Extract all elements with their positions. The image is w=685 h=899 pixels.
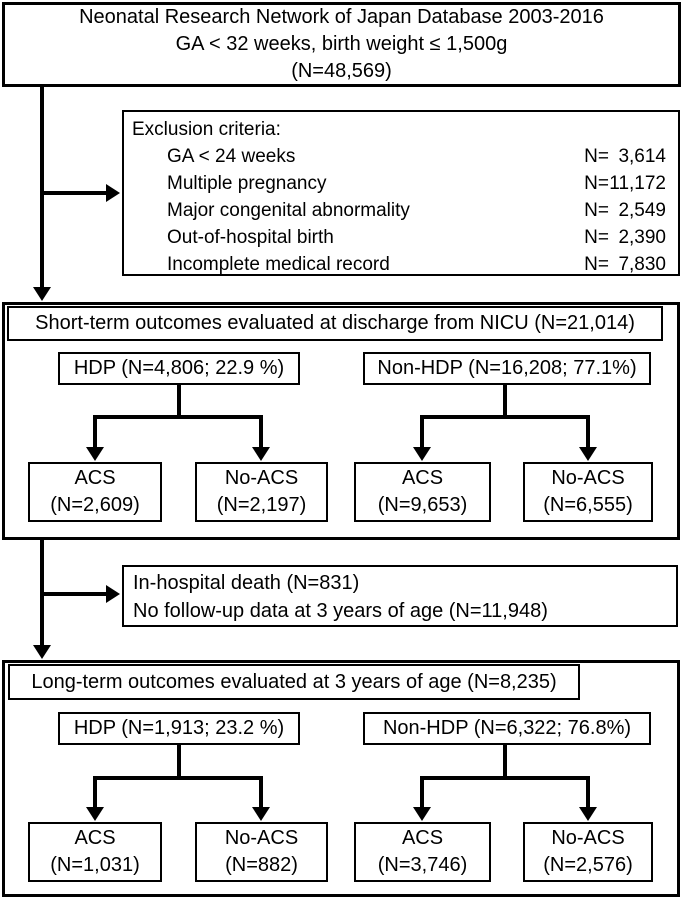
exclusion-count: N= 2,390	[584, 224, 666, 251]
leaf-label: ACS	[401, 467, 444, 489]
attrition-line1: In-hospital death (N=831)	[133, 572, 360, 594]
lt-nonhdp-acs-arrowhead	[413, 807, 431, 821]
n-value: 2,549	[618, 200, 666, 221]
leaf-count: (N=2,609)	[50, 494, 140, 516]
leaf-count: (N=882)	[225, 854, 298, 876]
long-term-section-container	[2, 660, 680, 897]
source-population-line2: GA < 32 weeks, birth weight ≤ 1,500g	[175, 33, 508, 55]
n-prefix: N=	[584, 254, 609, 275]
exclusion-header: Exclusion criteria:	[132, 119, 281, 140]
source-population-box: Neonatal Research Network of Japan Datab…	[2, 2, 681, 87]
n-prefix: N=	[584, 227, 609, 248]
st-hdp-noacs-arrowhead	[252, 447, 270, 461]
leaf-label: ACS	[74, 827, 116, 849]
short-term-hdp-noacs-box: No-ACS (N=2,197)	[195, 462, 328, 522]
exclusion-row-out-of-hospital: Out-of-hospital birth N= 2,390	[132, 224, 666, 251]
attrition-box: In-hospital death (N=831) No follow-up d…	[122, 565, 678, 627]
lt-nonhdp-noacs-arrowhead	[579, 807, 597, 821]
leaf-label: No-ACS	[224, 467, 299, 489]
leaf-label: ACS	[74, 467, 116, 489]
long-term-hdp-acs-box: ACS (N=1,031)	[28, 822, 162, 882]
leaf-count: (N=2,576)	[543, 854, 633, 876]
leaf-count: (N=2,197)	[216, 494, 307, 516]
exclusion-label: Multiple pregnancy	[167, 173, 327, 194]
source-population-line3: (N=48,569)	[291, 60, 392, 82]
exclusion-count: N= 7,830	[584, 251, 666, 278]
n-prefix: N=	[584, 146, 609, 167]
long-term-hdp-box: HDP (N=1,913; 23.2 %)	[58, 712, 300, 745]
long-term-nonhdp-acs-box: ACS (N=3,746)	[354, 822, 491, 882]
leaf-label: No-ACS	[551, 827, 625, 849]
exclusion-row-ga: GA < 24 weeks N= 3,614	[132, 143, 666, 170]
short-term-nonhdp-label: Non-HDP (N=16,208; 77.1%)	[377, 357, 637, 379]
exclusion-branch-arrowhead	[106, 184, 120, 202]
exclusion-label: GA < 24 weeks	[167, 146, 296, 167]
short-term-hdp-box: HDP (N=4,806; 22.9 %)	[58, 352, 300, 385]
short-term-hdp-label: HDP (N=4,806; 22.9 %)	[73, 357, 285, 379]
long-term-title: Long-term outcomes evaluated at 3 years …	[31, 670, 557, 693]
st-nonhdp-acs-arrowhead	[413, 447, 431, 461]
leaf-count: (N=6,555)	[543, 494, 633, 516]
exclusion-row-multiple-pregnancy: Multiple pregnancy N=11,172	[132, 170, 666, 197]
n-prefix: N=	[584, 173, 609, 194]
exclusion-count: N= 2,549	[584, 197, 666, 224]
n-value: 7,830	[618, 254, 666, 275]
st-hdp-acs-arrowhead	[86, 447, 104, 461]
leaf-label: No-ACS	[551, 467, 625, 489]
exclusion-label: Incomplete medical record	[167, 254, 390, 275]
leaf-label: ACS	[401, 827, 444, 849]
short-term-nonhdp-acs-box: ACS (N=9,653)	[354, 462, 491, 522]
lt-hdp-noacs-arrowhead	[252, 807, 270, 821]
st-nonhdp-noacs-arrowhead	[579, 447, 597, 461]
spine-top-arrowhead	[33, 287, 51, 301]
leaf-count: (N=3,746)	[377, 854, 468, 876]
n-value: 11,172	[609, 173, 666, 194]
leaf-count: (N=1,031)	[50, 854, 140, 876]
short-term-title: Short-term outcomes evaluated at dischar…	[35, 312, 635, 334]
exclusion-label: Major congenital abnormality	[167, 200, 410, 221]
source-population-line1: Neonatal Research Network of Japan Datab…	[79, 6, 604, 28]
long-term-hdp-label: HDP (N=1,913; 23.2 %)	[73, 717, 285, 739]
attrition-line2: No follow-up data at 3 years of age (N=1…	[133, 600, 548, 622]
lt-hdp-acs-arrowhead	[86, 807, 104, 821]
exclusion-count: N= 3,614	[584, 143, 666, 170]
short-term-hdp-acs-box: ACS (N=2,609)	[28, 462, 162, 522]
exclusion-criteria-box: Exclusion criteria: GA < 24 weeks N= 3,61…	[122, 110, 680, 276]
leaf-label: No-ACS	[224, 827, 299, 849]
long-term-nonhdp-box: Non-HDP (N=6,322; 76.8%)	[363, 712, 651, 745]
long-term-hdp-noacs-box: No-ACS (N=882)	[195, 822, 328, 882]
spine-middle-arrowhead	[33, 645, 51, 659]
exclusion-row-incomplete-record: Incomplete medical record N= 7,830	[132, 251, 666, 278]
long-term-nonhdp-label: Non-HDP (N=6,322; 76.8%)	[382, 717, 632, 739]
exclusion-label: Out-of-hospital birth	[167, 227, 334, 248]
short-term-title-box: Short-term outcomes evaluated at dischar…	[7, 306, 663, 341]
long-term-title-box: Long-term outcomes evaluated at 3 years …	[8, 664, 580, 700]
n-prefix: N=	[584, 200, 609, 221]
n-value: 2,390	[618, 227, 666, 248]
exclusion-row-congenital-abnormality: Major congenital abnormality N= 2,549	[132, 197, 666, 224]
leaf-count: (N=9,653)	[377, 494, 468, 516]
attrition-branch-arrowhead	[106, 585, 120, 603]
short-term-nonhdp-box: Non-HDP (N=16,208; 77.1%)	[363, 352, 651, 385]
n-value: 3,614	[618, 146, 666, 167]
short-term-nonhdp-noacs-box: No-ACS (N=6,555)	[523, 462, 653, 522]
short-term-section-container	[2, 302, 680, 540]
long-term-nonhdp-noacs-box: No-ACS (N=2,576)	[523, 822, 653, 882]
exclusion-count: N=11,172	[584, 170, 666, 197]
